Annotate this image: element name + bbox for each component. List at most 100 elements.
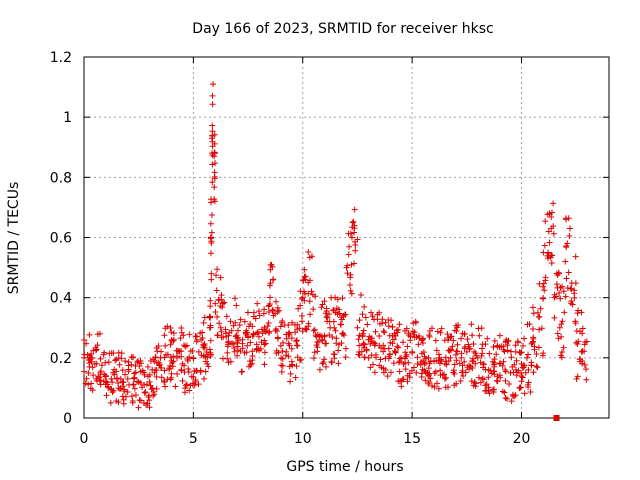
data-point <box>425 354 432 361</box>
data-point <box>108 375 115 382</box>
data-point <box>288 345 295 352</box>
data-point <box>306 254 313 261</box>
data-point <box>432 337 439 344</box>
data-point <box>431 383 438 390</box>
data-point <box>97 377 104 384</box>
data-point <box>245 333 252 340</box>
data-point <box>292 374 299 381</box>
data-point <box>207 220 214 227</box>
data-point <box>326 332 333 339</box>
data-point <box>454 324 461 331</box>
data-point <box>393 327 400 334</box>
data-point <box>236 322 243 329</box>
data-point <box>530 369 537 376</box>
data-point <box>350 218 357 225</box>
data-point <box>483 381 490 388</box>
data-point <box>224 355 231 362</box>
data-point <box>231 344 238 351</box>
data-point <box>233 302 240 309</box>
data-point <box>294 342 301 349</box>
data-point <box>333 340 340 347</box>
data-point <box>407 337 414 344</box>
data-point <box>476 332 483 339</box>
data-point <box>367 364 374 371</box>
data-point <box>453 380 460 387</box>
data-point <box>428 382 435 389</box>
data-point <box>437 367 444 374</box>
data-point <box>550 200 557 207</box>
data-point <box>404 372 411 379</box>
data-point <box>333 335 340 342</box>
data-point <box>219 304 226 311</box>
data-point <box>556 290 563 297</box>
data-point <box>208 270 215 277</box>
data-point <box>88 350 95 357</box>
data-point <box>454 341 461 348</box>
data-point <box>249 352 256 359</box>
data-point <box>513 357 520 364</box>
data-point <box>560 344 567 351</box>
data-point <box>341 332 348 339</box>
data-point <box>506 380 513 387</box>
data-point <box>554 330 561 337</box>
data-point <box>153 373 160 380</box>
data-point <box>396 355 403 362</box>
data-point <box>164 323 171 330</box>
data-point <box>556 324 563 331</box>
data-point <box>269 307 276 314</box>
x-tick-label: 10 <box>294 431 312 447</box>
data-point <box>426 332 433 339</box>
data-point <box>259 330 266 337</box>
data-point <box>581 361 588 368</box>
data-point <box>298 356 305 363</box>
data-point <box>530 325 537 332</box>
data-point <box>410 364 417 371</box>
y-tick-label: 1.2 <box>50 50 72 66</box>
data-point <box>177 335 184 342</box>
data-point <box>497 360 504 367</box>
data-point <box>186 331 193 338</box>
data-point <box>305 323 312 330</box>
y-tick-label: 0.6 <box>50 231 72 247</box>
data-point <box>361 341 368 348</box>
data-point <box>267 280 274 287</box>
data-point <box>450 337 457 344</box>
data-point <box>347 287 354 294</box>
data-point <box>332 309 339 316</box>
data-point <box>356 332 363 339</box>
data-point <box>279 362 286 369</box>
data-point <box>525 379 532 386</box>
data-point <box>475 374 482 381</box>
data-point <box>83 340 90 347</box>
data-point <box>575 338 582 345</box>
data-point <box>109 389 116 396</box>
data-point <box>559 318 566 325</box>
outlier-point <box>553 415 560 421</box>
data-point <box>270 306 276 313</box>
data-point <box>539 283 546 290</box>
data-point <box>203 349 210 356</box>
data-point <box>150 392 157 399</box>
data-point <box>351 260 358 267</box>
data-point <box>321 298 328 305</box>
data-point <box>161 377 168 384</box>
data-point <box>560 288 567 295</box>
data-point <box>395 359 402 366</box>
data-point <box>421 367 428 374</box>
data-point <box>443 374 450 381</box>
data-point <box>435 351 442 358</box>
data-point <box>404 378 411 385</box>
data-point <box>396 321 403 328</box>
data-point <box>411 334 418 341</box>
data-point <box>293 338 300 345</box>
data-point <box>563 242 570 249</box>
data-point <box>178 324 185 331</box>
x-tick-label: 20 <box>513 431 531 447</box>
data-point <box>119 383 126 390</box>
axis-ticks <box>83 56 609 419</box>
data-point <box>528 359 535 366</box>
data-point <box>211 140 218 147</box>
data-point <box>207 349 214 356</box>
data-point <box>246 363 253 370</box>
data-point <box>153 344 160 351</box>
